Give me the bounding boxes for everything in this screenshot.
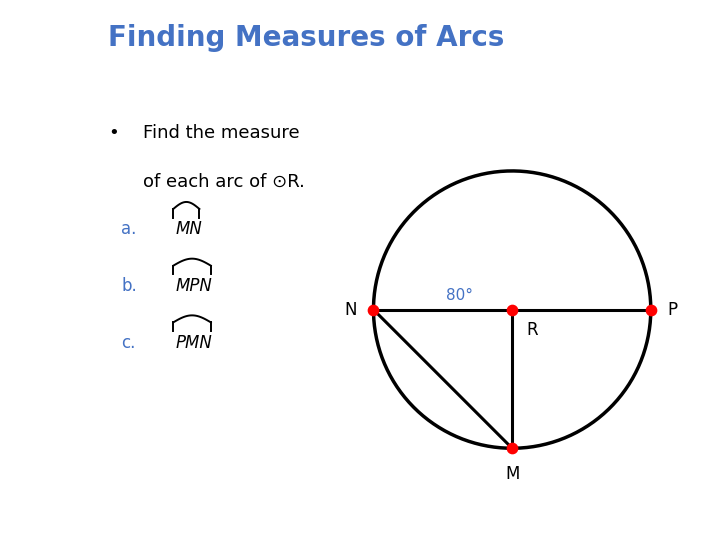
Text: N: N [344, 301, 357, 319]
Text: R: R [526, 321, 538, 339]
Text: P: P [667, 301, 678, 319]
Text: M: M [505, 465, 519, 483]
Point [506, 444, 518, 453]
Text: of each arc of ⊙R.: of each arc of ⊙R. [143, 173, 305, 191]
Point [645, 305, 657, 314]
Text: Finding Measures of Arcs: Finding Measures of Arcs [108, 24, 505, 52]
Text: Geometry: Geometry [27, 186, 56, 354]
Text: MPN: MPN [175, 277, 212, 295]
Point [506, 305, 518, 314]
Text: MN: MN [175, 220, 202, 239]
Point [368, 305, 379, 314]
Text: •: • [108, 124, 119, 142]
Text: Find the measure: Find the measure [143, 124, 300, 142]
Text: PMN: PMN [175, 334, 212, 352]
Text: c.: c. [121, 334, 135, 352]
Text: a.: a. [121, 220, 136, 239]
Text: 80°: 80° [446, 288, 473, 303]
Text: b.: b. [121, 277, 137, 295]
